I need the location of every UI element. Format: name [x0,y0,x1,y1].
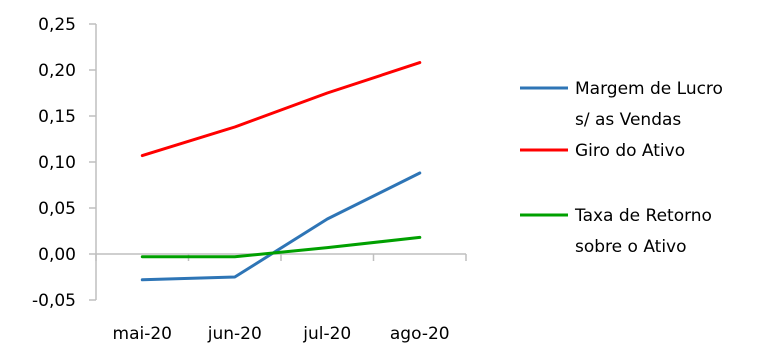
series-lines [140,61,422,282]
x-axis: mai-20 jun-20 jul-20 ago-20 [95,253,467,344]
legend-label: Giro do Ativo [575,141,685,161]
y-tick-label: -0,05 [32,291,76,311]
x-tick-label: mai-20 [113,324,172,344]
series-line-0 [140,171,422,282]
y-tick-label: 0,25 [38,15,76,35]
legend-label: s/ as Vendas [575,110,681,130]
y-tick-label: 0,05 [38,199,76,219]
x-tick-label: jun-20 [207,324,262,344]
legend-label: Margem de Lucro [575,79,723,99]
x-tick-label: jul-20 [302,324,351,344]
legend-label: sobre o Ativo [575,237,687,257]
y-tick-label: 0,00 [38,245,76,265]
x-tick-label: ago-20 [390,324,450,344]
legend: Margem de Lucro s/ as Vendas Giro do Ativo… [520,79,723,257]
series-line-1 [140,61,422,158]
y-tick-label: 0,10 [38,153,76,173]
y-tick-label: 0,15 [38,107,76,127]
legend-label: Taxa de Retorno [574,206,712,226]
series-line-2 [140,235,422,259]
y-axis: -0,05 0,00 0,05 0,10 0,15 0,20 0,25 [32,15,97,311]
y-tick-label: 0,20 [38,61,76,81]
